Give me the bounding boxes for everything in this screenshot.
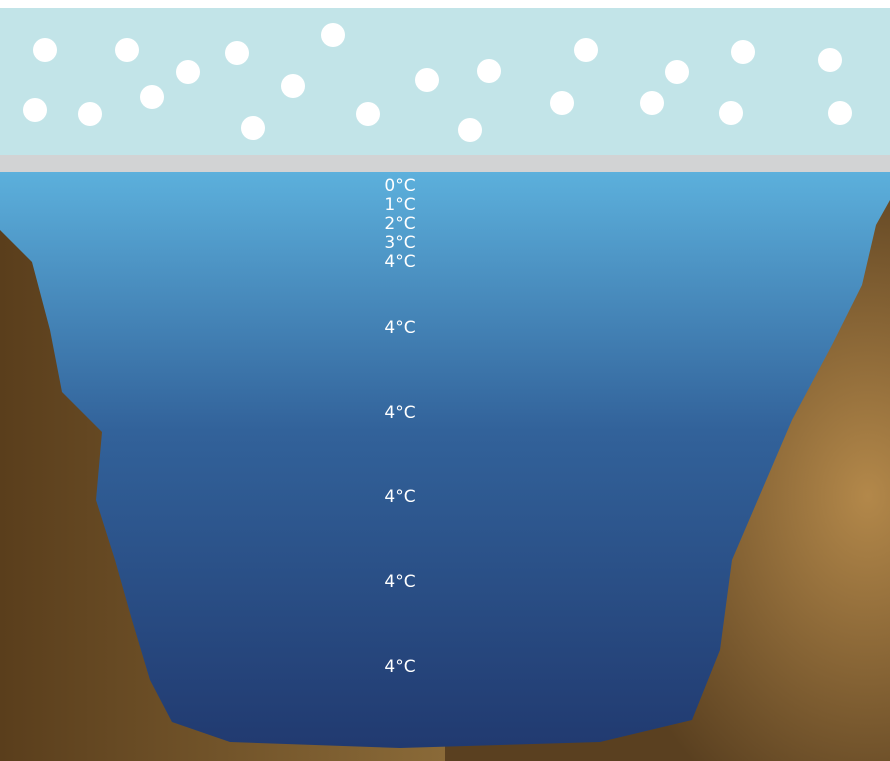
snowflake [477,59,501,83]
temperature-label: 0°C [384,176,415,196]
snowflake [818,48,842,72]
snowflake [78,102,102,126]
temperature-label: 4°C [384,403,415,423]
snowflake [281,74,305,98]
snowflake [176,60,200,84]
temperature-label: 3°C [384,233,415,253]
temperature-label: 1°C [384,195,415,215]
temperature-label: 4°C [384,657,415,677]
snowflake [665,60,689,84]
snowflake [574,38,598,62]
snowflake [550,91,574,115]
snowflakes [23,23,852,142]
snowflake [241,116,265,140]
snowflake [321,23,345,47]
snowflake [23,98,47,122]
temperature-label: 4°C [384,572,415,592]
snowflake [415,68,439,92]
water [0,172,890,748]
temperature-label: 2°C [384,214,415,234]
snowflake [458,118,482,142]
temperature-label: 4°C [384,252,415,272]
snowflake [225,41,249,65]
snowflake [731,40,755,64]
snowflake [828,101,852,125]
snowflake [140,85,164,109]
snowflake [356,102,380,126]
snowflake [115,38,139,62]
snowflake [640,91,664,115]
snowflake [719,101,743,125]
ice-layer [0,155,890,172]
temperature-label: 4°C [384,318,415,338]
air [0,8,890,158]
temperature-label: 4°C [384,487,415,507]
snowflake [33,38,57,62]
